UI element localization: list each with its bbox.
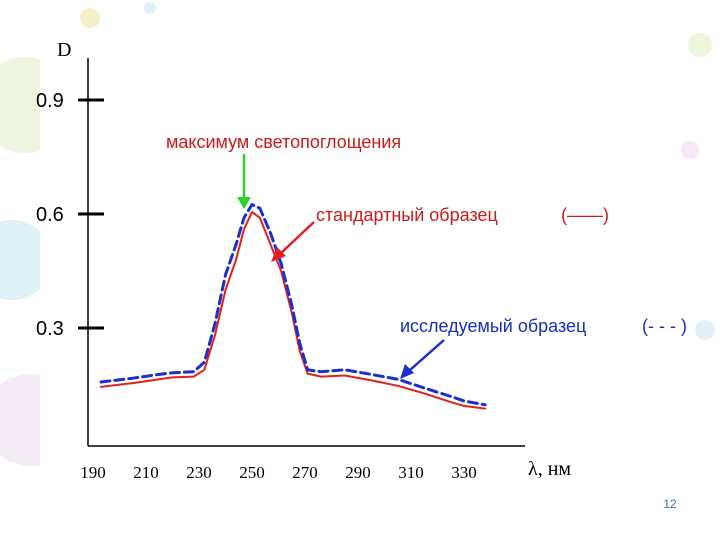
y-tick-label: 0.3: [36, 318, 64, 340]
standard-sample-line: [100, 211, 487, 410]
x-axis-label: λ, нм: [528, 458, 571, 480]
x-tick-label: 290: [345, 463, 371, 482]
x-tick-label: 210: [133, 463, 159, 482]
annotations: максимум светопоглощения стандартный обр…: [166, 132, 687, 379]
standard-arrow-icon: [271, 247, 286, 262]
x-tick-label: 310: [398, 463, 424, 482]
standard-arrow-shaft: [280, 221, 315, 254]
y-tick-label: 0.9: [36, 90, 64, 112]
y-tick-label: 0.6: [36, 204, 64, 226]
standard-sample-legend: (——): [561, 205, 609, 225]
page-number: 12: [663, 497, 677, 511]
x-tick-label: 250: [239, 463, 265, 482]
ticks: 0.9 0.6 0.3 190 210 230 250 270 290 310 330: [36, 90, 477, 482]
x-tick-label: 330: [451, 463, 477, 482]
series: [99, 203, 487, 410]
test-sample-line: [99, 203, 487, 407]
x-tick-label: 230: [186, 463, 212, 482]
max-absorption-label: максимум светопоглощения: [166, 132, 401, 152]
chart-axes: D λ, нм: [57, 39, 571, 480]
test-arrow-icon: [400, 364, 414, 379]
test-sample-label: исследуемый образец: [400, 316, 586, 336]
y-axis-label: D: [57, 39, 71, 61]
x-tick-label: 190: [80, 463, 106, 482]
test-arrow-shaft: [409, 339, 445, 371]
max-arrow-icon: [237, 197, 251, 209]
standard-sample-label: стандартный образец: [316, 205, 498, 225]
test-sample-legend: (- - - ): [642, 316, 687, 336]
x-tick-label: 270: [292, 463, 318, 482]
